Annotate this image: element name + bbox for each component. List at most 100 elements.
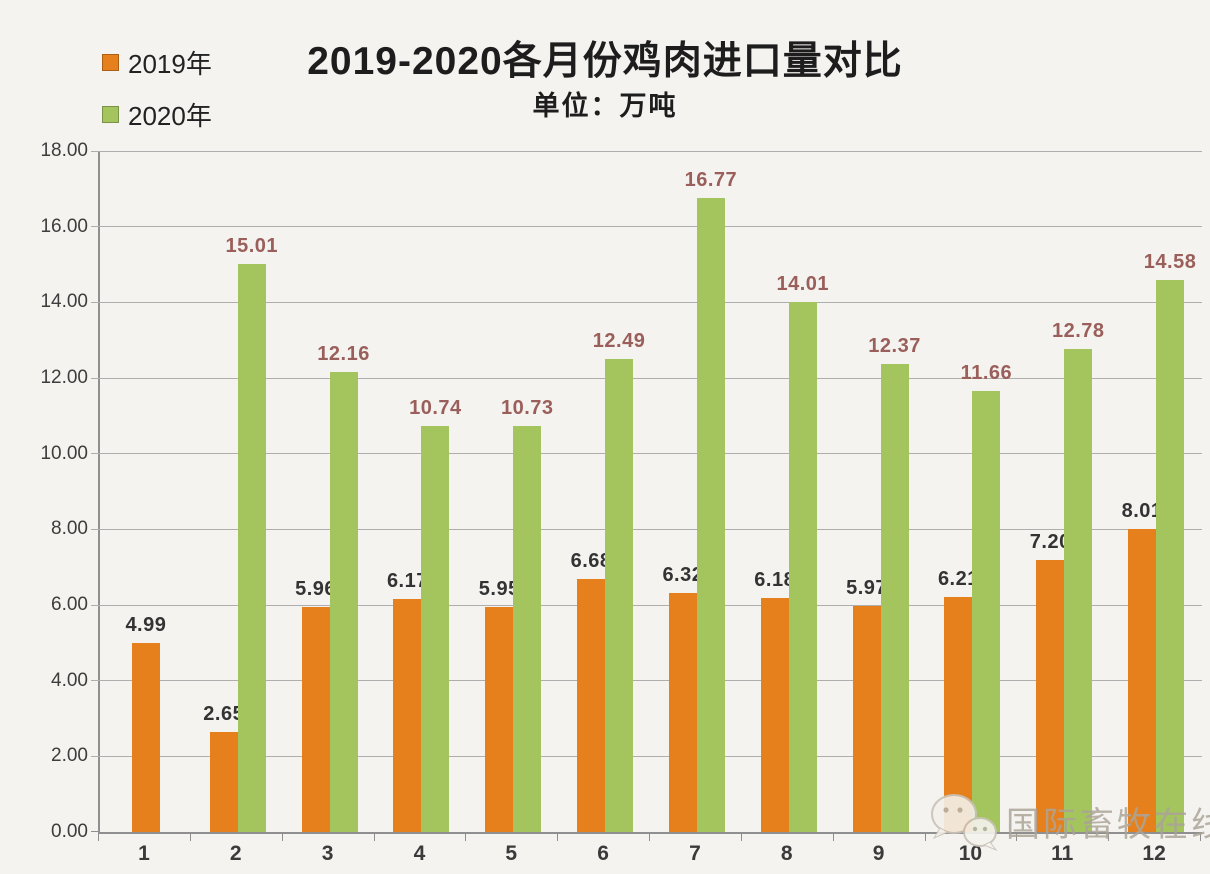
- legend-label-2020: 2020年: [128, 101, 212, 131]
- bar-rect: [131, 643, 160, 832]
- gridline-10.00: [91, 453, 1202, 455]
- bar-2019-month-12: 8.01: [1122, 500, 1162, 832]
- month-slot-5: 5.95 10.73: [467, 151, 559, 832]
- bar-2020-month-6: 12.49: [593, 330, 645, 832]
- bar-rect: [944, 597, 973, 832]
- y-tick-label-12.00: 12.00: [40, 367, 88, 388]
- x-tick-mark-1: [189, 834, 191, 841]
- bar-2019-month-7: 6.32: [662, 564, 703, 832]
- x-tick-label-7: 7: [689, 842, 701, 865]
- bar-pair-11: 7.20 12.78: [1018, 320, 1110, 832]
- month-slot-8: 6.18 14.01: [743, 151, 835, 832]
- bar-rect: [329, 371, 358, 832]
- bar-value-label: 14.01: [776, 272, 830, 295]
- y-tick-label-2.00: 2.00: [51, 745, 88, 767]
- bar-value-label: 11.66: [960, 361, 1013, 384]
- bar-2019-month-5: 5.95: [479, 578, 519, 832]
- bar-rect: [237, 264, 266, 832]
- bar-2020-month-10: 11.66: [961, 362, 1012, 832]
- chart-subtitle: 单位：万吨: [532, 91, 678, 121]
- bar-value-label: 15.01: [225, 235, 279, 258]
- x-tick-label-3: 3: [321, 842, 334, 865]
- x-tick-label-10: 10: [958, 842, 983, 865]
- bar-pair-6: 6.68 12.49: [559, 330, 651, 832]
- bar-value-label: 6.17: [386, 569, 428, 592]
- x-tick-mark-12: [1200, 834, 1201, 841]
- bar-value-label: 14.58: [1143, 251, 1197, 274]
- bar-rect: [513, 426, 542, 832]
- month-slot-1: 4.99: [100, 151, 192, 832]
- chart-title: 2019-2020各月份鸡肉进口量对比: [307, 40, 903, 83]
- bar-rect: [421, 425, 450, 832]
- x-tick-label-12: 12: [1142, 842, 1166, 865]
- x-tick-mark-9: [924, 834, 926, 841]
- bar-rect: [852, 606, 881, 832]
- legend-item-2019: 2019年: [102, 44, 212, 81]
- chart-legend: 2019年 2020年: [102, 44, 212, 133]
- bar-rect: [209, 731, 238, 832]
- bar-pair-3: 5.96 12.16: [284, 343, 376, 832]
- bar-value-label: 5.97: [846, 577, 888, 600]
- bar-value-label: 5.96: [295, 577, 337, 600]
- bar-value-label: 16.77: [684, 168, 738, 191]
- bar-2020-month-4: 10.74: [409, 397, 461, 832]
- bar-2019-month-10: 6.21: [938, 568, 978, 832]
- bar-2019-month-1: 4.99: [125, 614, 166, 832]
- bar-rect: [1036, 559, 1065, 832]
- y-tick-label-6.00: 6.00: [51, 594, 88, 615]
- x-tick-mark-6: [649, 834, 650, 841]
- bar-value-label: 6.68: [570, 550, 612, 573]
- bar-2020-month-12: 14.58: [1144, 251, 1196, 832]
- bar-2019-month-9: 5.97: [846, 577, 887, 832]
- month-slot-4: 6.17 10.74: [376, 151, 468, 832]
- bar-pair-8: 6.18 14.01: [743, 273, 835, 832]
- bar-value-label: 12.49: [592, 330, 646, 353]
- bar-rect: [760, 598, 789, 832]
- bar-value-label: 7.20: [1029, 530, 1071, 553]
- bar-value-label: 10.73: [500, 397, 554, 420]
- bar-value-label: 10.74: [409, 396, 462, 419]
- bar-value-label: 6.32: [662, 563, 704, 586]
- bar-2019-month-11: 7.20: [1030, 531, 1070, 832]
- x-tick-label-1: 1: [138, 842, 150, 865]
- x-tick-mark-2: [281, 834, 283, 841]
- bar-2019-month-2: 2.65: [203, 703, 244, 832]
- bar-rect: [880, 364, 909, 832]
- bar-2019-month-8: 6.18: [754, 569, 795, 832]
- x-tick-label-11: 11: [1051, 842, 1074, 865]
- bar-pair-9: 5.97 12.37: [835, 335, 927, 832]
- legend-item-2020: 2020年: [102, 96, 212, 133]
- x-tick-mark-10: [1016, 834, 1018, 841]
- bar-value-label: 6.18: [754, 569, 796, 592]
- gridline-8.00: [91, 528, 1202, 530]
- x-tick-mark-5: [557, 834, 559, 841]
- bar-2019-month-4: 6.17: [387, 570, 427, 832]
- bar-value-label: 12.78: [1051, 319, 1105, 342]
- month-slot-2: 2.65 15.01: [192, 151, 284, 832]
- x-tick-label-6: 6: [597, 842, 609, 865]
- x-tick-mark-4: [465, 834, 467, 841]
- y-tick-label-10.00: 10.00: [40, 442, 88, 464]
- y-tick-label-8.00: 8.00: [51, 518, 88, 540]
- bar-value-label: 12.37: [868, 335, 921, 358]
- bar-pair-2: 2.65 15.01: [192, 235, 284, 832]
- month-slot-6: 6.68 12.49: [559, 151, 651, 832]
- gridline-16.00: [91, 226, 1202, 228]
- bar-rect: [668, 592, 697, 832]
- month-slot-10: 6.21 11.66: [927, 151, 1019, 832]
- y-tick-mark-0.00: [91, 831, 100, 832]
- bar-value-label: 4.99: [125, 614, 167, 637]
- bar-pair-5: 5.95 10.73: [467, 397, 559, 832]
- bar-value-label: 12.16: [317, 342, 370, 365]
- month-slot-9: 5.97 12.37: [835, 151, 927, 832]
- legend-swatch-2019: [102, 54, 119, 71]
- bar-2020-month-7: 16.77: [685, 169, 737, 832]
- gridline-12.00: [91, 377, 1202, 379]
- bar-rect: [577, 579, 606, 832]
- bar-2019-month-3: 5.96: [295, 578, 336, 832]
- x-tick-label-5: 5: [505, 842, 518, 865]
- bar-rect: [788, 301, 817, 832]
- legend-label-2019: 2019年: [128, 49, 212, 79]
- x-tick-label-4: 4: [413, 842, 426, 865]
